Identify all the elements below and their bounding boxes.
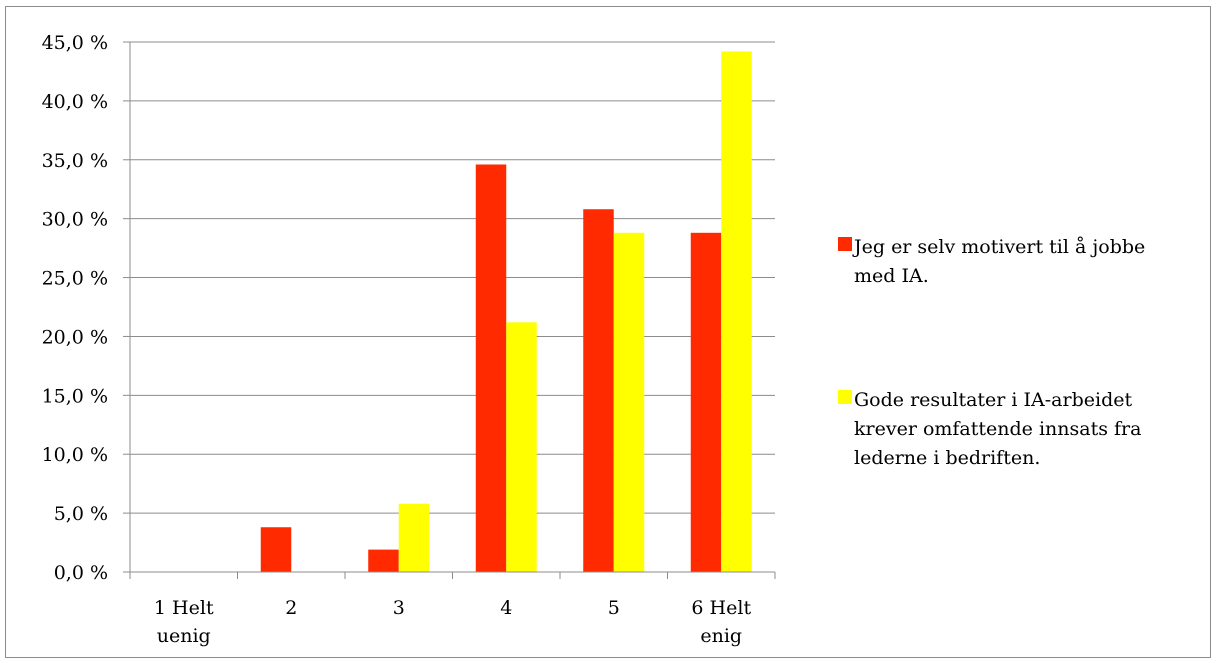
bar-series-1 xyxy=(583,209,614,572)
y-tick-label: 10,0 % xyxy=(42,444,108,466)
x-category-label: 5 xyxy=(608,597,620,619)
x-category-label: 4 xyxy=(500,597,512,619)
gridlines xyxy=(123,41,775,573)
y-tick-label: 15,0 % xyxy=(42,385,108,407)
x-category-label: 6 Helt xyxy=(691,597,751,619)
x-category-label: 3 xyxy=(393,597,405,619)
legend-swatch xyxy=(838,390,852,404)
legend-label: lederne i bedriften. xyxy=(854,447,1040,469)
y-tick-label: 5,0 % xyxy=(54,503,108,525)
bar-series-1 xyxy=(690,232,722,573)
bar-series-1 xyxy=(368,549,399,572)
axes xyxy=(129,42,776,579)
x-category-label: 2 xyxy=(285,597,297,619)
x-axis-category-labels: 1 Helt uenig 2 3 4 5 6 Helt enig xyxy=(154,597,752,647)
bars xyxy=(260,51,752,573)
y-tick-label: 20,0 % xyxy=(42,326,108,348)
chart-frame xyxy=(5,6,1211,658)
legend-swatch xyxy=(838,237,852,251)
legend-label: med IA. xyxy=(854,265,929,287)
bar-series-2 xyxy=(721,51,752,572)
bar-series-2 xyxy=(613,232,645,573)
y-tick-label: 35,0 % xyxy=(42,150,108,172)
x-category-label: 1 Helt xyxy=(154,597,214,619)
legend: Jeg er selv motivert til å jobbe med IA. G… xyxy=(838,236,1145,469)
bar-series-1 xyxy=(475,164,507,572)
y-tick-label: 30,0 % xyxy=(42,209,108,231)
bar-series-1 xyxy=(260,527,292,572)
bar-series-2 xyxy=(506,322,537,572)
y-axis-tick-labels: 0,0 % 5,0 % 10,0 % 15,0 % 20,0 % 25,0 % 30,0 %… xyxy=(42,32,108,584)
y-tick-label: 0,0 % xyxy=(54,562,108,584)
x-category-label: uenig xyxy=(157,625,211,647)
legend-label: Jeg er selv motivert til å jobbe xyxy=(852,236,1145,258)
y-tick-label: 25,0 % xyxy=(42,268,108,290)
x-category-label: enig xyxy=(700,625,742,647)
y-tick-label: 40,0 % xyxy=(42,91,108,113)
legend-label: Gode resultater i IA-arbeidet xyxy=(854,389,1132,411)
legend-label: krever omfattende innsats fra xyxy=(854,418,1141,440)
y-tick-label: 45,0 % xyxy=(42,32,108,54)
bar-series-2 xyxy=(398,503,430,572)
